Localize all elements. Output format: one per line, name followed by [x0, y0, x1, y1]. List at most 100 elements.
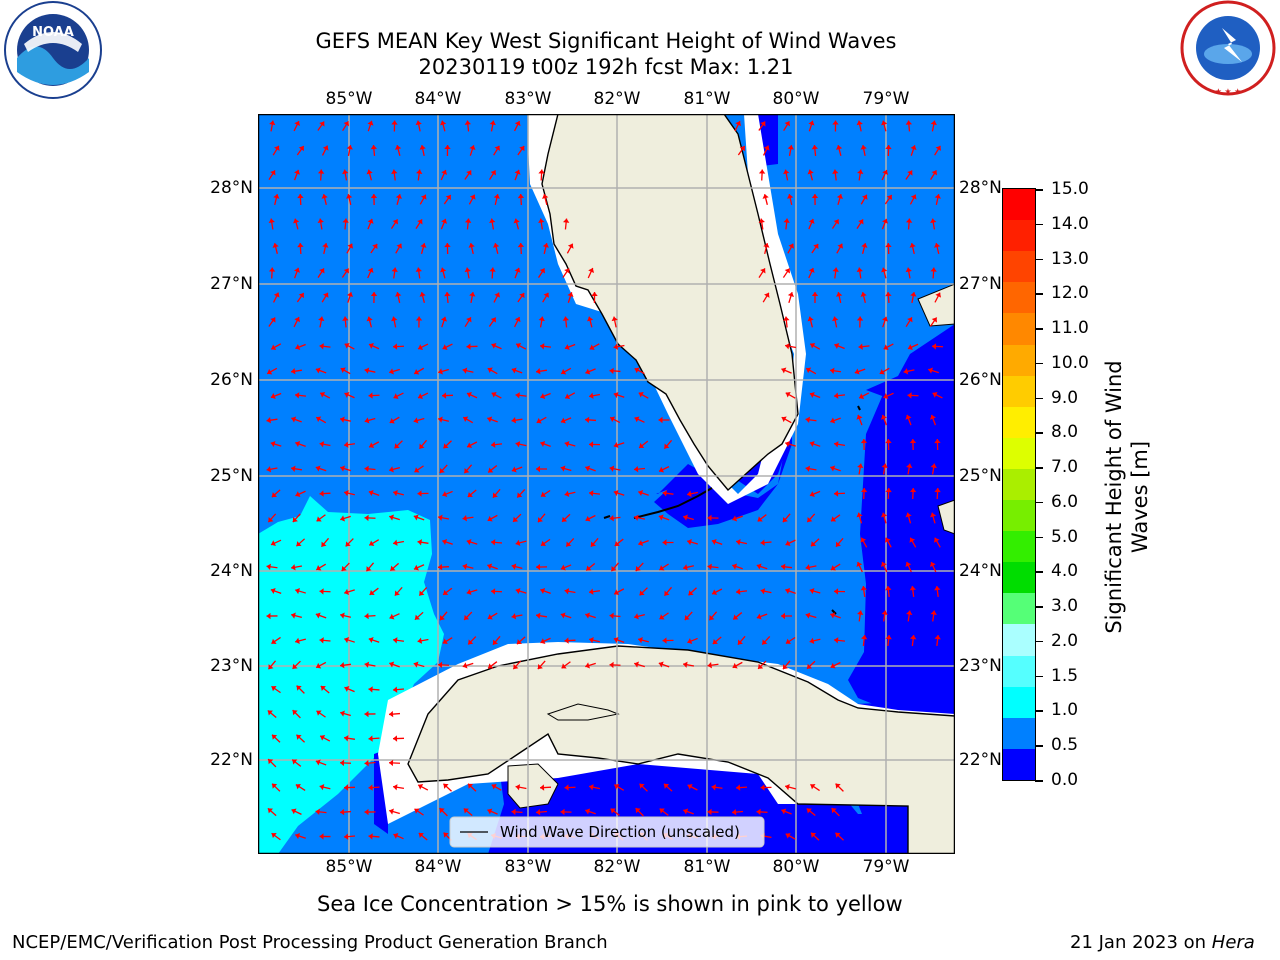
wind-arrow-head [540, 343, 545, 350]
wind-arrow-head [419, 292, 426, 297]
wind-arrow-head [273, 292, 280, 298]
wind-arrow-head [611, 316, 618, 322]
wind-arrow-head [320, 685, 326, 691]
wind-arrow-head [907, 170, 913, 176]
wind-arrow-head [364, 759, 369, 767]
wind-arrow-head [295, 637, 300, 644]
wind-arrow-head [683, 564, 688, 571]
wind-arrow-head [489, 120, 496, 126]
wind-arrow-head [511, 466, 517, 473]
wind-arrow-head [291, 612, 296, 619]
wind-arrow-head [364, 808, 369, 816]
wind-arrow-head [781, 612, 786, 620]
wind-arrow-head [511, 563, 517, 570]
wind-arrow-head [268, 218, 275, 224]
wind-arrow-head [906, 463, 913, 469]
wind-arrow-head [438, 416, 443, 423]
wind-arrow-head [732, 563, 738, 570]
wind-arrow-head [935, 292, 942, 298]
wind-arrow-head [835, 832, 841, 838]
wind-arrow-head [513, 664, 519, 670]
colorbar-segment [1003, 406, 1035, 439]
wind-arrow-head [662, 637, 667, 644]
wind-arrow-head [756, 808, 761, 816]
wind-arrow-head [266, 563, 271, 570]
wind-arrow-head [659, 466, 665, 473]
wind-arrow-head [344, 441, 349, 448]
wind-arrow-head [493, 194, 500, 199]
wind-arrow-head [291, 416, 297, 423]
wind-arrow-head [291, 564, 296, 571]
wind-arrow-head [589, 344, 595, 351]
wind-arrow-head [805, 465, 811, 472]
colorbar-tick-label: 1.0 [1051, 700, 1079, 721]
wind-arrow-head [860, 537, 867, 543]
wind-arrow-head [811, 292, 819, 297]
lon-tick-top: 80°W [772, 89, 820, 109]
wind-arrow-head [466, 538, 472, 546]
wind-arrow-head [805, 564, 811, 571]
wind-arrow-head [830, 417, 836, 424]
lon-tick-bottom: 80°W [772, 857, 820, 877]
wind-arrow-head [420, 194, 427, 200]
wind-arrow-head [538, 218, 545, 224]
colorbar-segment [1003, 748, 1035, 781]
wind-arrow-head [934, 488, 941, 493]
wind-arrow-head [785, 343, 790, 350]
wind-arrow-head [296, 734, 302, 740]
wind-arrow-head [882, 218, 889, 224]
wind-arrow-head [442, 638, 448, 645]
wind-arrow-head [413, 514, 419, 521]
wind-arrow-head [316, 416, 322, 423]
wind-arrow-head [663, 783, 670, 789]
wind-arrow-head [905, 414, 912, 420]
wind-arrow-head [707, 662, 712, 669]
wind-arrow-head [517, 243, 525, 248]
wind-arrow-head [298, 145, 304, 152]
colorbar-segment [1003, 282, 1035, 314]
wind-arrow-head [293, 218, 300, 224]
wind-arrow-head [514, 317, 521, 323]
wind-arrow-head [762, 194, 769, 199]
wind-arrow-head [763, 243, 770, 248]
wind-arrow-head [540, 440, 546, 448]
wind-arrow-head [756, 613, 762, 620]
wind-arrow-head [366, 316, 373, 322]
wind-arrow-head [270, 393, 276, 400]
wind-arrow-head [856, 120, 863, 126]
wind-arrow-head [413, 564, 419, 571]
wind-arrow-head [760, 784, 765, 791]
wind-arrow-head [610, 416, 616, 423]
colorbar-tick-label: 3.0 [1051, 596, 1079, 617]
wind-arrow-head [860, 635, 868, 640]
wind-arrow-head [323, 292, 329, 298]
wind-arrow-head [880, 414, 887, 420]
wind-arrow-head [882, 170, 889, 176]
wind-arrow-head [909, 635, 917, 640]
wind-arrow-head [540, 784, 545, 791]
wind-arrow-head [319, 121, 325, 127]
wind-arrow-head [931, 170, 938, 176]
wind-arrow-head [389, 613, 395, 620]
wind-arrow-head [733, 614, 739, 620]
wind-arrow-head [441, 169, 448, 175]
wind-arrow-head [418, 832, 424, 838]
wind-arrow-head [614, 589, 620, 596]
wind-arrow-head [489, 218, 496, 224]
wind-arrow-head [487, 808, 493, 815]
wind-arrow-head [540, 638, 546, 645]
wind-arrow-head [540, 491, 546, 497]
lat-tick-right: 27°N [959, 274, 1002, 294]
wind-arrow-head [560, 564, 566, 571]
wind-arrow-head [340, 612, 345, 619]
wind-arrow-head [364, 417, 370, 424]
wind-arrow-head [589, 490, 594, 497]
wind-arrow-head [487, 614, 493, 620]
map-legend: Wind Wave Direction (unscaled) [449, 816, 765, 848]
wind-arrow-head [860, 488, 868, 493]
wind-arrow-head [683, 661, 688, 668]
wind-arrow-head [659, 808, 665, 814]
wind-arrow-head [758, 218, 765, 224]
wind-arrow-head [442, 538, 448, 546]
wind-arrow-head [764, 292, 770, 298]
